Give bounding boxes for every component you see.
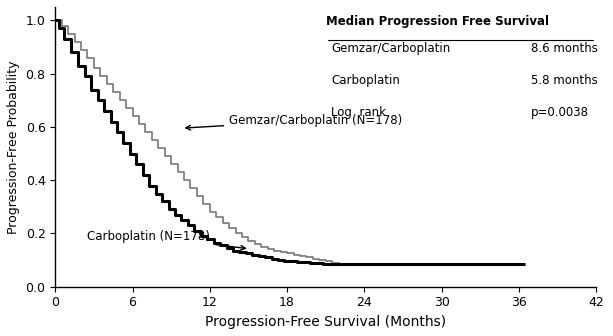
Text: Log  rank: Log rank [331, 106, 386, 119]
Text: Gemzar/Carboplatin (N=178): Gemzar/Carboplatin (N=178) [186, 114, 402, 130]
X-axis label: Progression-Free Survival (Months): Progression-Free Survival (Months) [205, 315, 446, 329]
Text: Median Progression Free Survival: Median Progression Free Survival [326, 15, 549, 28]
Text: 5.8 months: 5.8 months [531, 74, 598, 87]
Text: Carboplatin (N=178): Carboplatin (N=178) [88, 229, 245, 250]
Text: 8.6 months: 8.6 months [531, 42, 598, 55]
Text: Gemzar/Carboplatin: Gemzar/Carboplatin [331, 42, 451, 55]
Text: p=0.0038: p=0.0038 [531, 106, 589, 119]
Y-axis label: Progression-Free Probability: Progression-Free Probability [7, 60, 20, 234]
Text: Carboplatin: Carboplatin [331, 74, 400, 87]
